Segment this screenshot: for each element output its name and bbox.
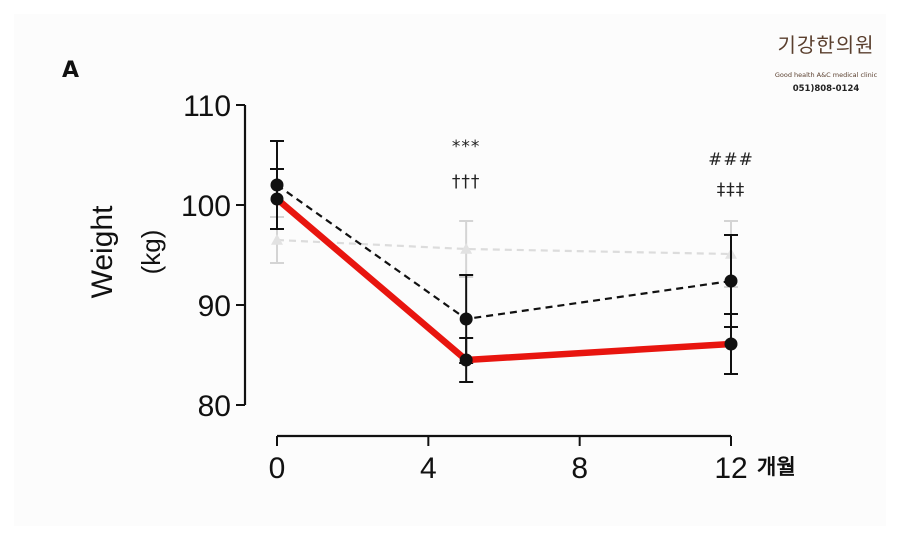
y-tick-label: 110: [183, 90, 231, 123]
data-point: [459, 312, 473, 326]
significance-annotations: *** ††† ### ‡‡‡: [452, 137, 754, 200]
series-layer: [270, 140, 738, 383]
data-point-triangle: [460, 243, 473, 254]
clinic-logo-tagline: Good health A&C medical clinic: [775, 71, 878, 79]
x-tick-label: 4: [420, 452, 437, 485]
data-point: [724, 337, 738, 351]
data-point: [459, 353, 473, 367]
y-tick-label: 80: [198, 390, 231, 423]
x-tick-label: 8: [571, 452, 588, 485]
significance-marker: ‡‡‡: [717, 180, 746, 200]
clinic-phone: 051)808-0124: [793, 84, 860, 94]
clinic-logo: 기강한의원 Good health A&C medical clinic 051…: [775, 33, 878, 94]
series-line: [274, 196, 732, 364]
figure-panel: [14, 14, 886, 526]
significance-marker: ***: [452, 137, 481, 157]
y-axis-unit: (kg): [136, 230, 166, 275]
x-axis-ticks: 0 4 8 12: [269, 436, 748, 485]
significance-marker: †††: [452, 172, 481, 192]
x-axis-unit: 개월: [757, 455, 796, 479]
x-tick-label: 12: [714, 452, 747, 485]
series-line: [276, 238, 732, 256]
clinic-logo-brand: 기강한의원: [778, 33, 875, 57]
panel-label: A: [62, 58, 79, 83]
x-tick-label: 0: [269, 452, 286, 485]
y-tick-label: 90: [198, 290, 231, 323]
y-axis-title: Weight: [86, 205, 119, 298]
data-point: [270, 192, 284, 206]
significance-marker: ###: [708, 150, 754, 170]
series-3: [270, 168, 738, 383]
y-tick-label: 100: [181, 190, 231, 223]
data-point-triangle: [271, 234, 283, 245]
data-point: [724, 274, 738, 288]
y-axis-ticks: 80 90 100 110: [181, 90, 245, 423]
